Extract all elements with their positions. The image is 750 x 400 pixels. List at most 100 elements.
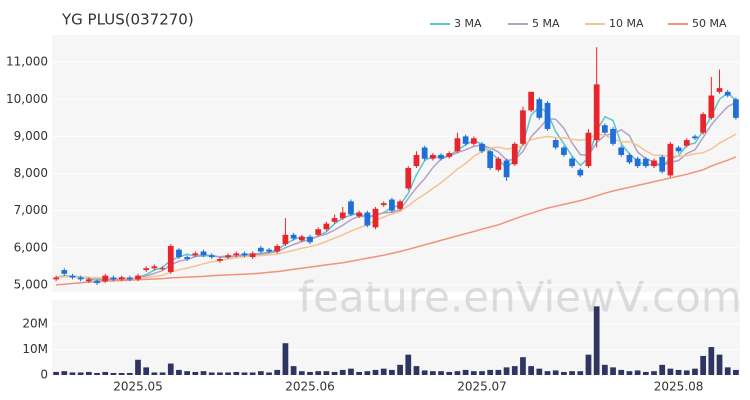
volume-bar (110, 372, 117, 375)
volume-bar (249, 372, 256, 375)
volume-bar (683, 370, 690, 375)
volume-bar (315, 371, 322, 375)
volume-bar (405, 354, 412, 375)
volume-bar (495, 369, 502, 375)
candle-body (511, 143, 518, 165)
candle-body (700, 114, 707, 133)
candle-body (77, 277, 84, 280)
candle-body (585, 132, 592, 167)
volume-bar (692, 368, 698, 375)
candle-body (642, 158, 649, 167)
volume-bar (126, 372, 133, 375)
volume-bar (520, 357, 526, 375)
volume-bar (282, 343, 289, 375)
candle-body (225, 255, 231, 258)
volume-bar (102, 371, 109, 375)
candle-body (716, 88, 723, 92)
volume-bar (307, 371, 313, 375)
candle-body (282, 234, 289, 245)
candle-body (683, 140, 690, 146)
candle-body (200, 251, 207, 256)
candle-body (536, 99, 543, 118)
volume-bar (94, 372, 100, 375)
volume-bar (561, 371, 567, 375)
y-tick-label: 8,000 (14, 166, 48, 180)
x-tick-label: 2025.05 (113, 380, 163, 394)
volume-bar (438, 371, 444, 375)
volume-bar (700, 355, 707, 375)
volume-bar (626, 371, 633, 375)
candle-body (593, 84, 600, 141)
candle-body (151, 266, 158, 269)
candle-body (528, 91, 535, 111)
candle-body (667, 143, 674, 176)
volume-panel (52, 300, 740, 375)
volume-bar (503, 367, 510, 375)
volume-bar (151, 372, 158, 375)
volume-bar (454, 371, 461, 375)
candle-body (520, 110, 526, 144)
candle-body (159, 268, 166, 270)
volume-bar (593, 306, 600, 375)
volume-bar (85, 371, 92, 375)
candle-body (675, 147, 682, 152)
candle-body (601, 125, 608, 133)
candle-body (110, 277, 117, 280)
candle-body (290, 234, 297, 239)
candle-body (339, 212, 346, 219)
volume-bar (192, 371, 199, 375)
candle-body (569, 158, 575, 167)
volume-bar (724, 367, 731, 375)
y-tick-label: 9,000 (14, 129, 48, 143)
volume-bar (61, 371, 68, 375)
price-panel (52, 35, 740, 292)
candle-body (208, 255, 215, 258)
candle-body (102, 275, 109, 282)
x-tick-label: 2025.06 (285, 380, 335, 394)
volume-bar (585, 354, 592, 375)
legend-label: 3 MA (454, 17, 482, 30)
ma-line (56, 156, 737, 286)
candle-body (348, 201, 354, 215)
volume-bar (290, 366, 297, 375)
candle-body (331, 218, 338, 222)
volume-bar (331, 371, 338, 375)
legend-label: 50 MA (692, 17, 727, 30)
volume-bar (733, 369, 739, 375)
legend-label: 5 MA (532, 17, 560, 30)
volume-bar (225, 372, 231, 375)
volume-bar (528, 366, 535, 375)
candle-body (323, 223, 330, 230)
candle-body (217, 258, 223, 261)
candle-body (692, 136, 698, 139)
volume-bar (429, 371, 436, 375)
candle-body (495, 158, 502, 170)
volume-bar (266, 372, 272, 375)
volume-bar (257, 371, 264, 375)
candle-body (61, 270, 68, 274)
candle-body (724, 91, 731, 96)
volume-bar (716, 354, 723, 375)
candle-body (397, 201, 403, 209)
volume-bar (634, 370, 641, 375)
volume-bar (675, 369, 682, 375)
volume-bar (642, 371, 649, 375)
candle-body (470, 138, 477, 144)
volume-bar (552, 370, 559, 375)
candle-body (626, 154, 633, 163)
candle-body (552, 140, 559, 148)
candle-body (184, 257, 191, 259)
volume-bar (511, 366, 518, 375)
volume-bar (372, 369, 379, 375)
candle-body (315, 229, 322, 235)
candle-body (421, 147, 428, 159)
volume-bar (487, 369, 494, 375)
volume-bar (413, 366, 420, 375)
volume-bar (159, 372, 166, 375)
legend-label: 10 MA (609, 17, 644, 30)
volume-bar (298, 371, 305, 375)
volume-bar (208, 372, 215, 375)
volume-bar (77, 372, 84, 375)
y-tick-label: 20M (22, 317, 48, 331)
candle-body (618, 147, 625, 155)
